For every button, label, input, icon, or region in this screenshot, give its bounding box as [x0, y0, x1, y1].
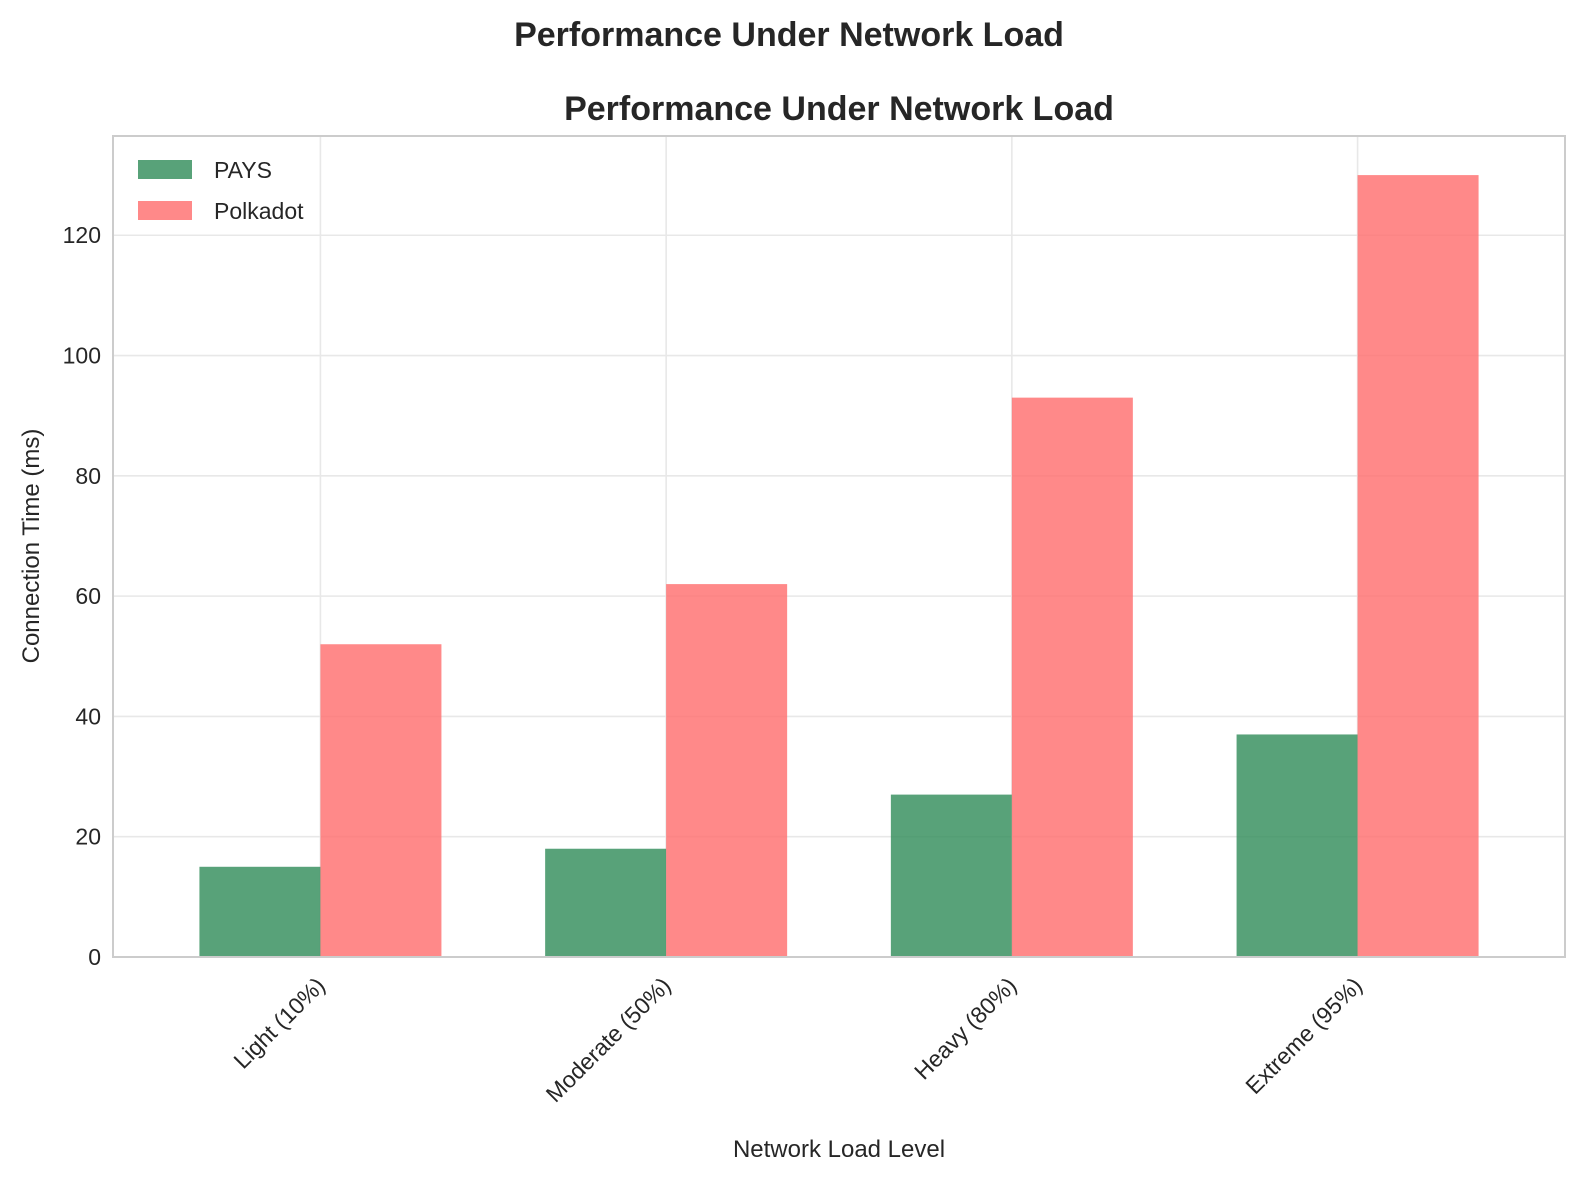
y-tick-label: 80	[75, 463, 101, 489]
plot-frame	[112, 135, 1566, 958]
bar-polkadot-2	[1011, 397, 1133, 958]
legend-label-polkadot: Polkadot	[214, 198, 304, 224]
legend-label-pays: PAYS	[214, 157, 272, 183]
y-tick-label: 40	[75, 703, 101, 729]
bar-pays-2	[890, 794, 1012, 957]
legend: PAYS Polkadot	[138, 157, 304, 224]
y-axis-ticks: 0 20 40 60 80 100 120	[63, 222, 101, 970]
bar-polkadot-1	[666, 584, 788, 957]
y-axis-label: Connection Time (ms)	[18, 429, 45, 664]
bar-pays-3	[1236, 734, 1358, 957]
bar-polkadot-3	[1357, 175, 1479, 958]
bars-layer	[199, 175, 1479, 958]
bar-polkadot-0	[320, 644, 442, 957]
chart-title: Performance Under Network Load	[564, 90, 1114, 128]
bar-pays-1	[545, 848, 667, 957]
figure-suptitle: Performance Under Network Load	[514, 16, 1064, 54]
y-tick-label: 120	[63, 222, 101, 248]
legend-swatch-polkadot	[138, 201, 192, 220]
y-tick-label: 0	[88, 944, 101, 970]
bar-pays-0	[199, 866, 321, 957]
y-tick-label: 100	[63, 343, 101, 369]
y-tick-label: 60	[75, 583, 101, 609]
legend-swatch-pays	[138, 160, 192, 179]
y-tick-label: 20	[75, 824, 101, 850]
x-axis-label: Network Load Level	[733, 1136, 945, 1163]
